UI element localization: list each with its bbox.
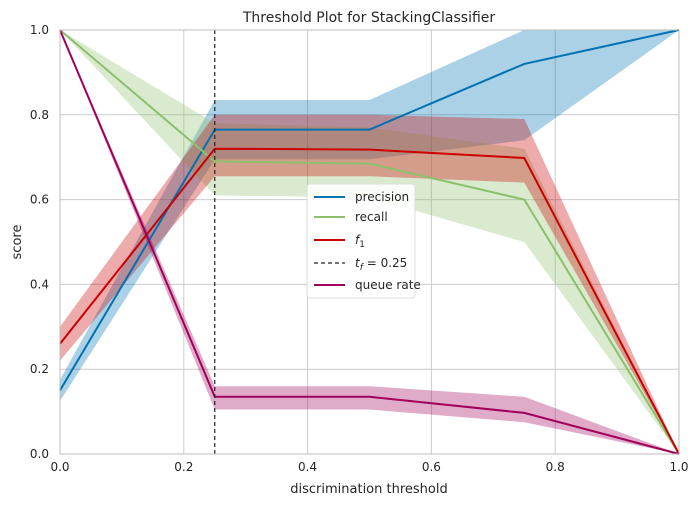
legend-label: f1 <box>355 233 365 250</box>
y-tick-label: 0.0 <box>30 447 49 461</box>
x-axis-label: discrimination threshold <box>290 482 447 497</box>
y-tick-label: 0.4 <box>30 277 49 291</box>
chart-title: Threshold Plot for StackingClassifier <box>242 10 496 26</box>
series-lines <box>59 29 680 455</box>
x-tick-label: 0.4 <box>298 460 317 474</box>
x-tick-label: 1.0 <box>669 460 688 474</box>
legend: precision recall f1 tf = 0.25 queue rate <box>306 183 421 299</box>
x-tick-label: 0.2 <box>174 460 193 474</box>
legend-label: queue rate <box>355 278 421 292</box>
x-tick-label: 0.8 <box>546 460 565 474</box>
x-tick-labels: 0.0 0.2 0.4 0.6 0.8 1.0 <box>50 460 688 474</box>
legend-box <box>306 183 416 299</box>
y-tick-label: 1.0 <box>30 23 49 37</box>
series-line <box>59 147 680 455</box>
legend-label: precision <box>355 190 409 204</box>
y-axis-label: score <box>10 225 25 260</box>
axes-frame <box>59 29 680 455</box>
y-tick-label: 0.6 <box>30 193 49 207</box>
axes-border <box>59 29 680 455</box>
series-line <box>59 29 680 455</box>
series-line <box>59 29 680 391</box>
y-tick-label: 0.2 <box>30 362 49 376</box>
x-tick-label: 0.6 <box>422 460 441 474</box>
series-line <box>59 29 680 455</box>
y-tick-label: 0.8 <box>30 108 49 122</box>
y-tick-labels: 0.0 0.2 0.4 0.6 0.8 1.0 <box>30 23 49 461</box>
legend-label: tf = 0.25 <box>355 256 407 273</box>
legend-label: recall <box>355 210 388 224</box>
x-tick-label: 0.0 <box>50 460 69 474</box>
